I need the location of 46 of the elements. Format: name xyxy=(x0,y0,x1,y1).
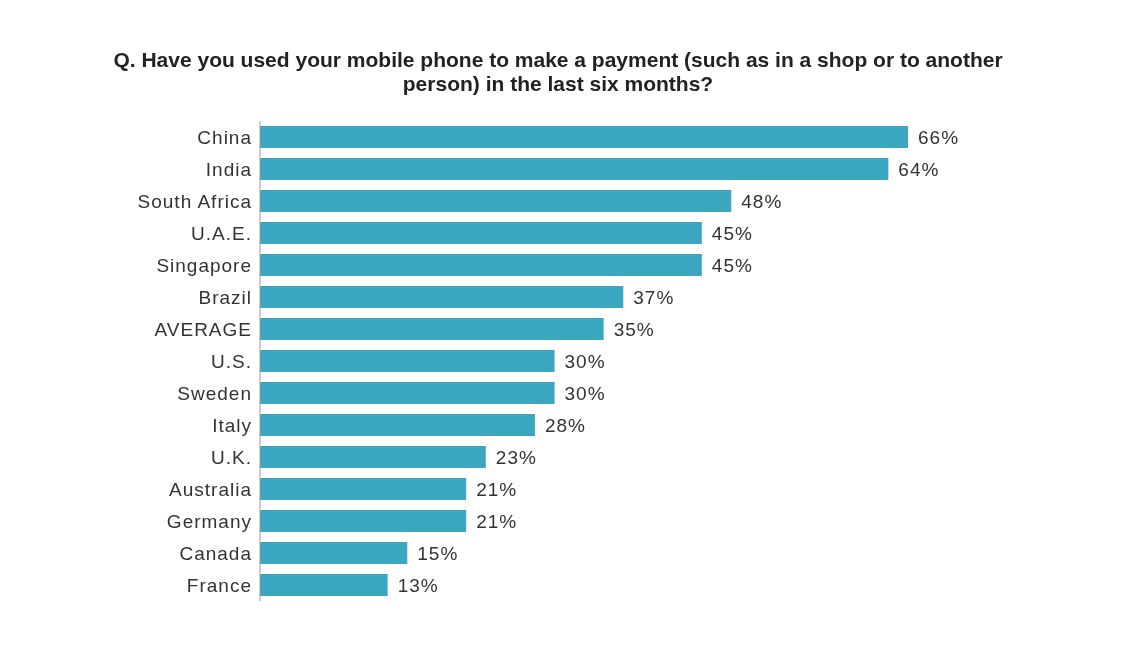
bar xyxy=(260,446,486,469)
bar xyxy=(260,510,467,533)
y-tick-label: Canada xyxy=(179,542,252,564)
bar xyxy=(260,350,555,373)
y-tick-label: Brazil xyxy=(198,286,252,308)
y-tick-label: Singapore xyxy=(156,254,252,276)
data-label: 15% xyxy=(417,542,459,564)
data-label: 21% xyxy=(476,478,518,500)
bar xyxy=(260,286,624,309)
y-tick-label: Sweden xyxy=(177,382,252,404)
y-tick-label: Australia xyxy=(169,478,252,500)
bar xyxy=(260,158,889,181)
y-tick-label: U.S. xyxy=(211,350,252,372)
y-tick-label: South Africa xyxy=(137,190,252,212)
y-tick-label: Italy xyxy=(212,414,252,436)
data-label: 37% xyxy=(633,286,675,308)
y-tick-label: U.A.E. xyxy=(191,222,252,244)
y-tick-label: India xyxy=(205,158,252,180)
data-label: 30% xyxy=(564,382,606,404)
data-label: 48% xyxy=(741,190,783,212)
bar xyxy=(260,574,388,597)
data-label: 64% xyxy=(898,158,940,180)
y-tick-label: France xyxy=(186,574,252,596)
data-label: 45% xyxy=(711,222,753,244)
data-label: 28% xyxy=(544,414,586,436)
bar xyxy=(260,414,535,437)
y-tick-label: China xyxy=(197,126,252,148)
y-tick-label: U.K. xyxy=(211,446,252,468)
chart-title: Q. Have you used your mobile phone to make a payment (such as in a shop or to another person) in the last six months? xyxy=(112,47,1004,96)
bar xyxy=(260,318,604,341)
data-label: 21% xyxy=(476,510,518,532)
bar xyxy=(260,222,702,245)
data-label: 23% xyxy=(495,446,537,468)
bar xyxy=(260,254,702,277)
data-label: 35% xyxy=(613,318,655,340)
bar xyxy=(260,478,467,501)
data-label: 13% xyxy=(397,574,439,596)
data-label: 45% xyxy=(711,254,753,276)
bar xyxy=(260,126,908,149)
bar xyxy=(260,542,408,565)
bar xyxy=(260,190,732,213)
y-tick-label: AVERAGE xyxy=(154,318,252,340)
bar xyxy=(260,382,555,405)
data-label: 66% xyxy=(918,126,960,148)
y-tick-label: Germany xyxy=(166,510,252,532)
data-label: 30% xyxy=(564,350,606,372)
